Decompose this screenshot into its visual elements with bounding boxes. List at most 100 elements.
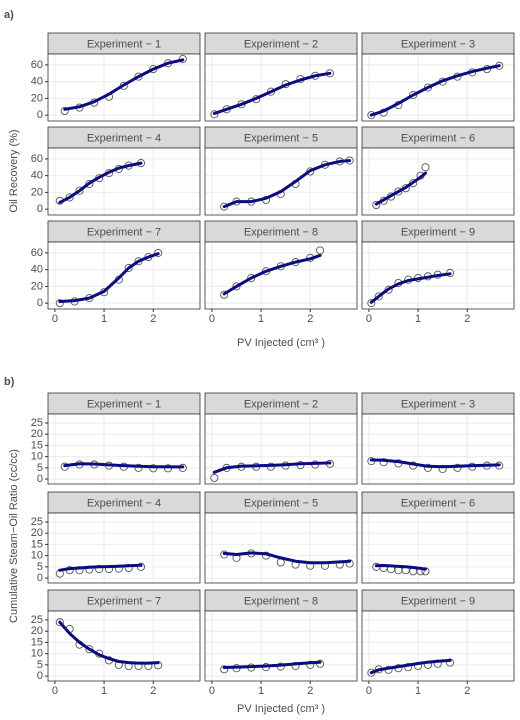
strip-title: Experiment − 1 — [87, 38, 161, 50]
panel-border — [47, 413, 201, 485]
y-tick-label: 10 — [31, 451, 43, 463]
observed-point — [154, 248, 163, 257]
x-tick-label: 0 — [366, 685, 372, 697]
observed-point — [306, 660, 315, 669]
observed-point — [55, 299, 64, 308]
panel — [48, 148, 200, 215]
strip-title: Experiment − 2 — [244, 398, 318, 410]
panel-border — [47, 610, 201, 682]
panel-border — [361, 413, 515, 485]
observed-point — [85, 179, 94, 189]
fit-line — [222, 551, 352, 565]
y-tick-label: 20 — [31, 92, 43, 104]
y-tick-label: 40 — [31, 76, 43, 88]
observed-point — [374, 292, 383, 301]
x-tick-label: 2 — [150, 685, 156, 697]
strip-title: Experiment − 3 — [401, 38, 475, 50]
observed-point — [210, 473, 219, 482]
y-tick-label: 10 — [31, 550, 43, 562]
panel — [48, 611, 200, 681]
x-tick-label: 0 — [52, 313, 58, 325]
observed-point — [394, 187, 403, 196]
panel — [362, 513, 514, 583]
panel-border — [47, 512, 201, 584]
x-tick-label: 1 — [258, 313, 264, 325]
observed-point — [220, 290, 229, 299]
observed-point — [210, 110, 219, 119]
strip-title: Experiment − 8 — [244, 226, 318, 238]
strip-title: Experiment − 5 — [244, 132, 318, 144]
strip-title: Experiment − 6 — [401, 132, 475, 144]
panel-border — [204, 147, 358, 216]
x-tick-label: 1 — [258, 685, 264, 697]
strip-title: Experiment − 9 — [401, 595, 475, 607]
panel-border — [361, 53, 515, 122]
panel-border — [47, 241, 201, 310]
panel-label: b) — [4, 376, 15, 388]
observed-point — [372, 200, 381, 209]
y-axis-label: Oil Recovery (%) — [8, 129, 20, 212]
x-tick-label: 2 — [150, 313, 156, 325]
fit-line — [222, 253, 322, 296]
observed-point — [60, 106, 69, 115]
x-tick-label: 1 — [101, 313, 107, 325]
fit-line — [374, 564, 427, 571]
x-tick-label: 1 — [415, 313, 421, 325]
fit-line — [369, 658, 452, 675]
panel — [48, 414, 200, 484]
y-tick-label: 15 — [31, 439, 43, 451]
fit-line — [369, 64, 501, 117]
strip-title: Experiment − 4 — [87, 497, 161, 509]
observed-point — [60, 462, 69, 471]
x-tick-label: 1 — [101, 685, 107, 697]
observed-point — [85, 645, 94, 654]
y-tick-label: 5 — [37, 462, 43, 474]
x-tick-label: 0 — [209, 685, 215, 697]
panel — [205, 414, 357, 484]
y-tick-label: 25 — [31, 516, 43, 528]
panel-border — [204, 512, 358, 584]
observed-point — [149, 464, 158, 473]
y-tick-label: 0 — [37, 297, 43, 309]
x-tick-label: 1 — [415, 685, 421, 697]
observed-point — [379, 458, 388, 467]
observed-point — [384, 285, 393, 294]
y-tick-label: 20 — [31, 527, 43, 539]
panel-label: a) — [4, 9, 14, 21]
strip-title: Experiment − 1 — [87, 398, 161, 410]
fit-line — [63, 462, 185, 469]
fit-line — [63, 58, 185, 111]
panel — [362, 414, 514, 484]
panel-border — [47, 53, 201, 122]
fit-line — [58, 161, 143, 204]
fit-line — [222, 660, 322, 669]
x-tick-label: 0 — [209, 313, 215, 325]
fit-line — [374, 171, 427, 206]
fit-line — [58, 563, 143, 572]
observed-point — [55, 618, 64, 627]
y-tick-label: 60 — [31, 247, 43, 259]
observed-point — [367, 299, 376, 308]
fit-line — [212, 461, 332, 474]
x-tick-label: 0 — [366, 313, 372, 325]
y-tick-label: 10 — [31, 648, 43, 660]
y-tick-label: 20 — [31, 186, 43, 198]
y-tick-label: 5 — [37, 561, 43, 573]
x-tick-label: 2 — [307, 685, 313, 697]
strip-title: Experiment − 3 — [401, 398, 475, 410]
fit-line — [369, 272, 452, 304]
y-tick-label: 20 — [31, 625, 43, 637]
observed-point — [75, 186, 84, 195]
x-tick-label: 2 — [307, 313, 313, 325]
x-tick-label: 0 — [52, 685, 58, 697]
y-tick-label: 20 — [31, 280, 43, 292]
panel-border — [204, 610, 358, 682]
strip-title: Experiment − 5 — [244, 497, 318, 509]
fit-line — [58, 252, 160, 303]
y-tick-label: 0 — [37, 670, 43, 682]
y-axis-label: Cumulative Steam−Oil Ratio (cc/cc) — [8, 449, 20, 623]
y-tick-label: 15 — [31, 538, 43, 550]
observed-point — [291, 661, 300, 671]
y-tick-label: 20 — [31, 428, 43, 440]
